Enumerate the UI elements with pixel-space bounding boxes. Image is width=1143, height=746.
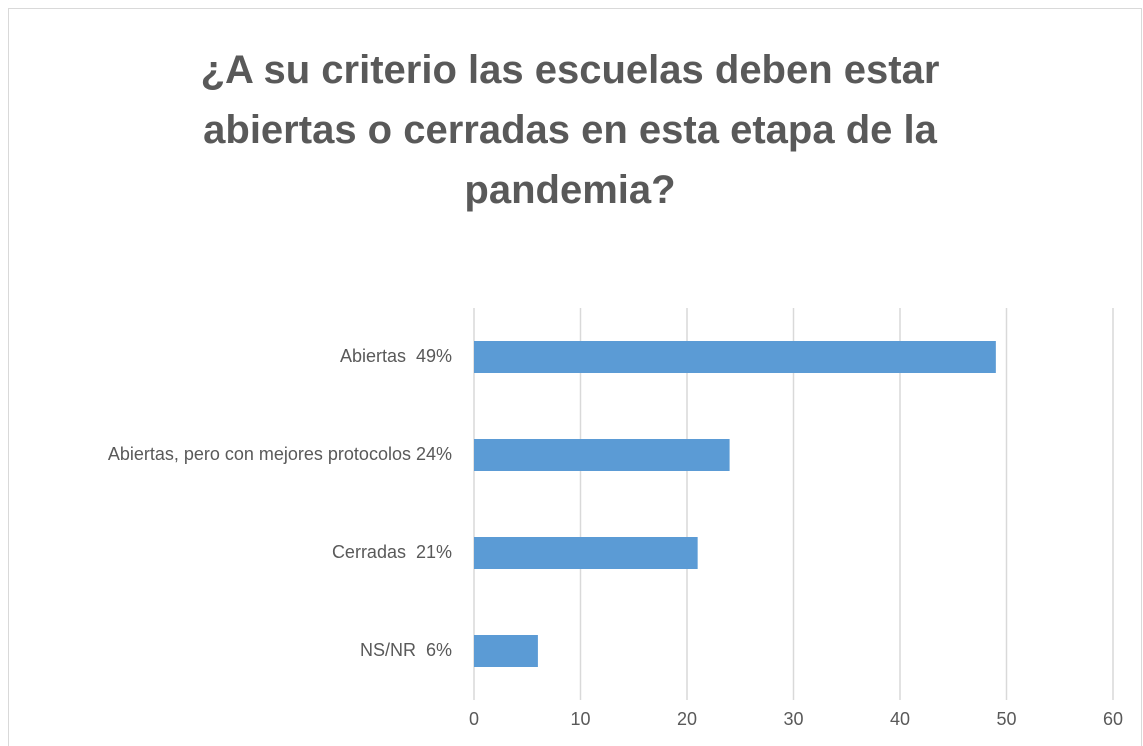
x-tick-label: 30 bbox=[783, 709, 803, 729]
bar bbox=[474, 635, 538, 667]
x-tick-label: 10 bbox=[570, 709, 590, 729]
y-tick-label: NS/NR 6% bbox=[360, 640, 452, 660]
chart-border bbox=[8, 8, 1142, 746]
y-tick-label: Abiertas, pero con mejores protocolos 24… bbox=[108, 444, 452, 464]
bar bbox=[474, 341, 996, 373]
x-tick-label: 0 bbox=[469, 709, 479, 729]
bar bbox=[474, 537, 698, 569]
x-tick-label: 20 bbox=[677, 709, 697, 729]
chart-title: ¿A su criterio las escuelas deben estar … bbox=[200, 48, 951, 212]
x-tick-label: 60 bbox=[1103, 709, 1123, 729]
y-tick-label: Abiertas 49% bbox=[340, 346, 452, 366]
bar bbox=[474, 439, 730, 471]
y-tick-label: Cerradas 21% bbox=[332, 542, 452, 562]
x-tick-label: 40 bbox=[890, 709, 910, 729]
x-tick-label: 50 bbox=[996, 709, 1016, 729]
